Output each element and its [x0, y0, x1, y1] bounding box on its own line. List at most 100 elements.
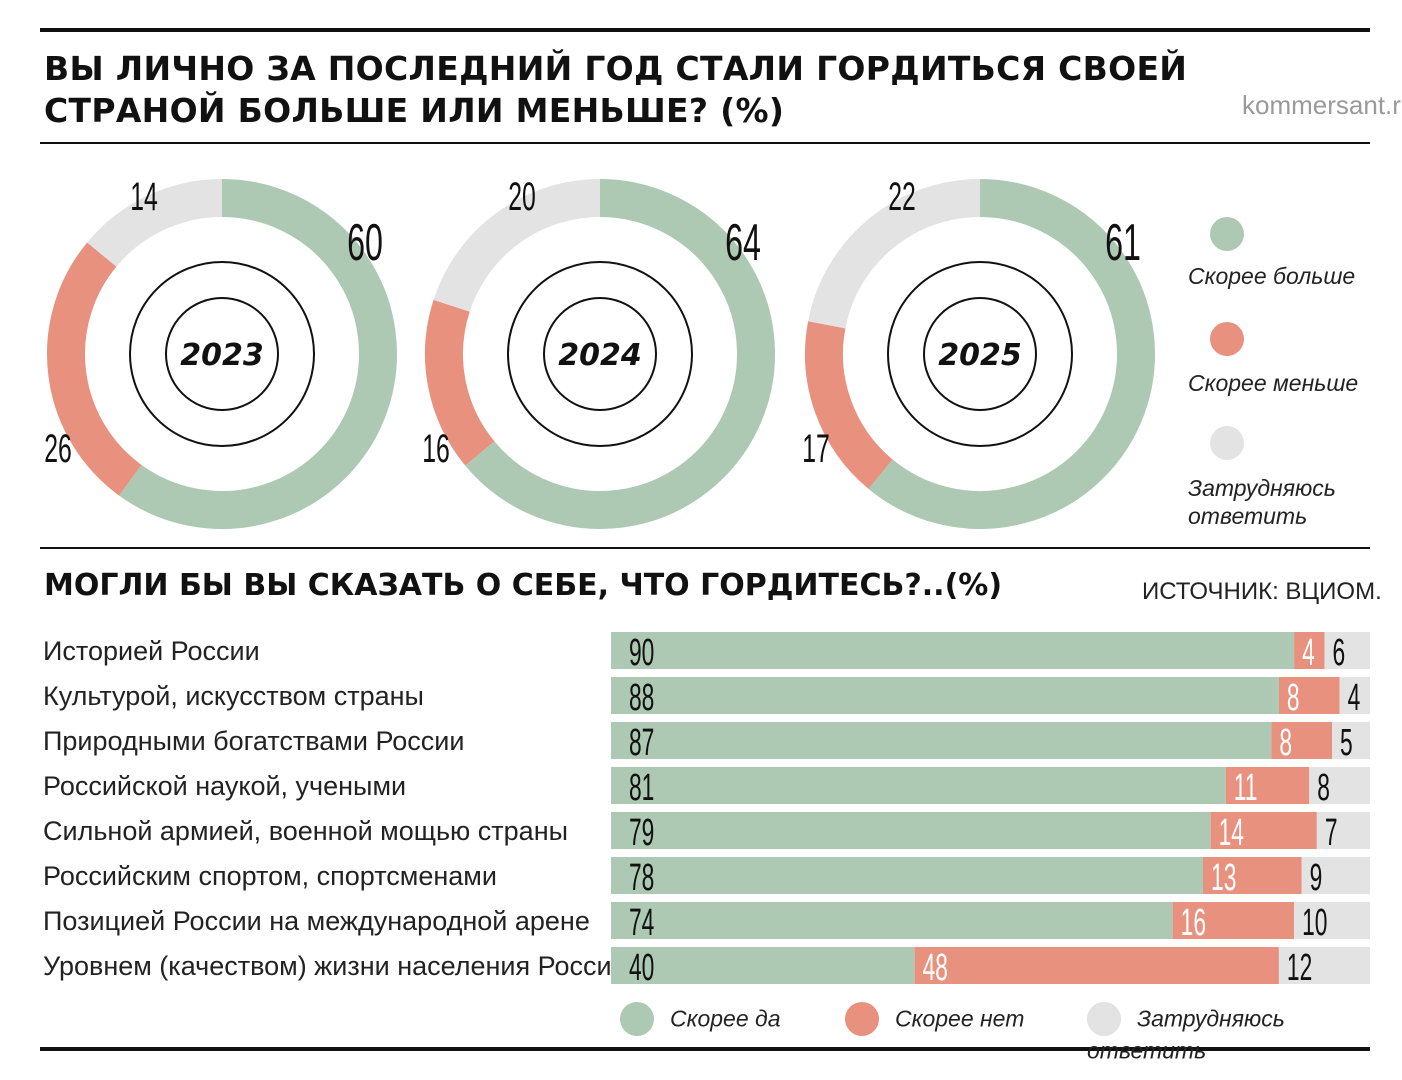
bar-value-unsure: 6 [1332, 631, 1345, 673]
legend-dot-unsure [1210, 426, 1244, 460]
bar-segment-yes [611, 812, 1211, 849]
donut-inner-ring [129, 261, 315, 447]
bar-row-label: Историей России [43, 636, 260, 666]
bar-value-unsure: 5 [1340, 721, 1353, 763]
donut-center-ring [923, 297, 1037, 411]
bar-value-no: 48 [923, 946, 948, 988]
bar-segment-no [1225, 767, 1310, 804]
donut-year-label: 2024 [558, 338, 642, 373]
bar-segment-yes [611, 677, 1279, 714]
donut-2023-value-less: 26 [44, 427, 72, 471]
section-title: МОГЛИ БЫ ВЫ СКАЗАТЬ О СЕБЕ, ЧТО ГОРДИТЕС… [44, 568, 1003, 603]
bar-segment-unsure [1339, 677, 1370, 714]
bar-value-no: 13 [1211, 856, 1236, 898]
bar-value-no: 4 [1302, 631, 1315, 673]
bar-segment-unsure [1301, 857, 1370, 894]
legend-label-yes: Скорее да [670, 1005, 781, 1032]
bar-segment-no [1278, 677, 1340, 714]
legend-label-unsure: Затрудняюсь ответить [1188, 475, 1336, 529]
donut-2024-segment-more [465, 179, 775, 529]
bar-value-yes: 40 [629, 946, 654, 988]
bar-segment-unsure [1316, 812, 1370, 849]
legend-dot-more [1210, 217, 1244, 251]
bar-value-yes: 78 [629, 856, 654, 898]
donut-2024-value-unsure: 20 [508, 175, 536, 219]
donut-2023-value-unsure: 14 [130, 175, 158, 219]
bar-value-unsure: 7 [1325, 811, 1338, 853]
donut-inner-ring [507, 261, 693, 447]
bar-value-no: 8 [1287, 676, 1300, 718]
bar-segment-no [1271, 722, 1333, 759]
bar-segment-no [1172, 902, 1295, 939]
donut-2023-segment-more [119, 179, 397, 529]
bar-row-label: Культурой, искусством страны [43, 681, 424, 711]
title-rule [40, 142, 1370, 144]
bar-segment-no [914, 947, 1279, 984]
chart-title: ВЫ ЛИЧНО ЗА ПОСЛЕДНИЙ ГОД СТАЛИ ГОРДИТЬС… [44, 49, 1188, 130]
donut-2024-segment-less [425, 299, 495, 466]
bar-segment-yes [611, 722, 1272, 759]
legend-dot-less [1210, 322, 1244, 356]
bar-value-no: 14 [1219, 811, 1244, 853]
donut-center-ring [543, 297, 657, 411]
bar-segment-yes [611, 632, 1295, 669]
legend-dot-yes [620, 1002, 654, 1036]
bar-segment-no [1294, 632, 1325, 669]
bar-segment-yes [611, 947, 915, 984]
donut-2025-segment-more [868, 179, 1155, 529]
bar-value-no: 11 [1234, 766, 1258, 808]
legend-label-unsure-bar: Затрудняюсь ответить [1087, 1005, 1285, 1064]
donut-2025-segment-unsure [808, 179, 981, 329]
bar-value-unsure: 4 [1348, 676, 1361, 718]
donut-2023-segment-unsure [87, 179, 223, 268]
legend-label-no: Скорее нет [895, 1005, 1025, 1032]
bar-segment-yes [611, 767, 1226, 804]
donut-2025-value-unsure: 22 [888, 175, 916, 219]
bar-row-label: Сильной армией, военной мощью страны [43, 816, 569, 846]
legend-label-more: Скорее больше [1188, 263, 1356, 289]
legend-dot-unsure-bar [1087, 1002, 1121, 1036]
bar-value-yes: 87 [629, 721, 654, 763]
donut-2024-segment-unsure [433, 179, 601, 313]
donut-2023-segment-less [47, 242, 142, 496]
donut-inner-ring [887, 261, 1073, 447]
donut-2025-value-more: 61 [1105, 214, 1141, 272]
site-name: kommersant.ru [1242, 90, 1402, 120]
bar-value-unsure: 10 [1302, 901, 1327, 943]
bar-legend-no: Скорее нет [845, 1002, 1024, 1036]
bar-segment-unsure [1332, 722, 1370, 759]
bar-segment-unsure [1309, 767, 1370, 804]
donut-year-label: 2025 [938, 338, 1022, 373]
bar-segment-unsure [1294, 902, 1370, 939]
source-note: ИСТОЧНИК: ВЦИОМ. [1142, 578, 1382, 605]
bar-segment-yes [611, 902, 1173, 939]
bar-value-yes: 79 [629, 811, 654, 853]
donut-2025-segment-less [805, 321, 894, 489]
donut-2025-value-less: 17 [802, 427, 830, 471]
bar-value-yes: 88 [629, 676, 654, 718]
donut-year-label: 2023 [180, 338, 264, 373]
bar-segment-unsure [1278, 947, 1370, 984]
bar-row-label: Уровнем (качеством) жизни населения Росс… [43, 951, 627, 981]
bar-value-yes: 81 [629, 766, 654, 808]
bar-row-label: Российским спортом, спортсменами [43, 861, 497, 891]
bar-value-unsure: 12 [1287, 946, 1312, 988]
top-rule [40, 28, 1370, 32]
donut-2023-value-more: 60 [347, 214, 383, 272]
bar-value-no: 16 [1181, 901, 1206, 943]
bar-value-unsure: 9 [1310, 856, 1323, 898]
legend-dot-no [845, 1002, 879, 1036]
bar-row-label: Российской наукой, учеными [43, 771, 407, 801]
bar-value-unsure: 8 [1317, 766, 1330, 808]
bar-row-label: Природными богатствами России [43, 726, 465, 756]
bar-segment-unsure [1324, 632, 1370, 669]
bar-value-no: 8 [1279, 721, 1292, 763]
bar-value-yes: 90 [629, 631, 654, 673]
bar-segment-no [1210, 812, 1317, 849]
donut-2024-value-more: 64 [725, 214, 761, 272]
bar-segment-no [1203, 857, 1302, 894]
section-rule [40, 547, 1370, 549]
bottom-rule [40, 1047, 1370, 1051]
donut-center-ring [165, 297, 279, 411]
